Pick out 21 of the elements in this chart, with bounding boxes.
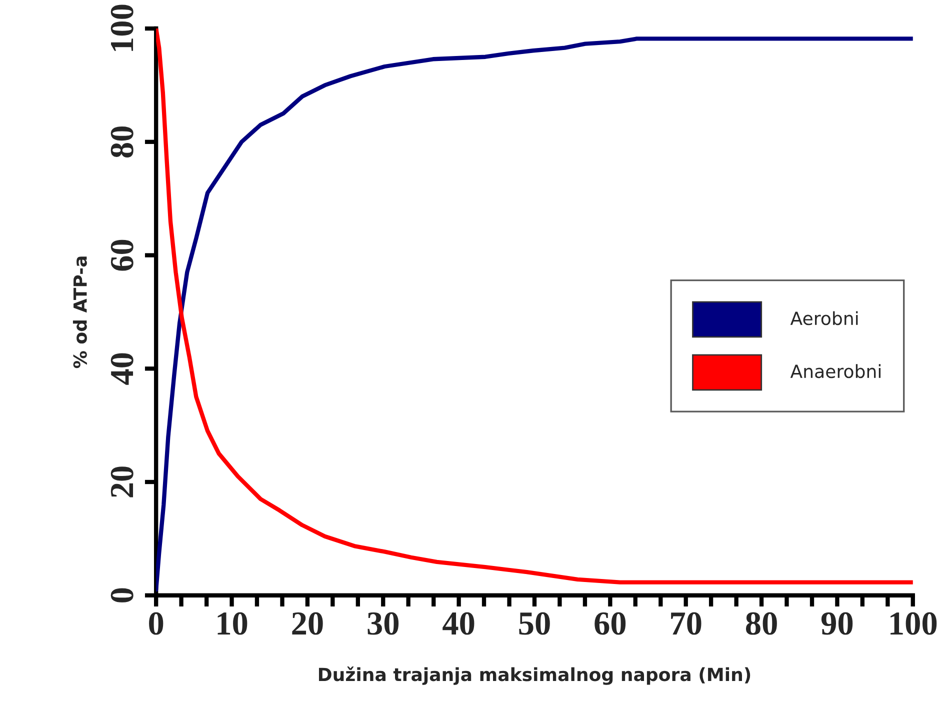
y-tick-label: 20 — [110, 466, 134, 498]
x-tick-label: 70 — [671, 612, 702, 635]
x-tick-label: 90 — [821, 612, 853, 635]
y-tick-label: 80 — [110, 126, 134, 158]
y-tick-label: 60 — [110, 240, 134, 271]
y-tick-label: 40 — [110, 353, 134, 385]
x-tick-label: 100 — [890, 612, 937, 635]
legend-label: Aerobni — [790, 311, 858, 326]
x-tick-label: 20 — [292, 612, 323, 635]
x-tick-label: 80 — [746, 612, 777, 635]
y-tick-label: 100 — [110, 4, 134, 51]
legend-label: Anaerobni — [790, 364, 880, 378]
x-tick-label: 40 — [442, 612, 474, 635]
y-axis-title: % od ATP-a — [72, 256, 87, 368]
y-tick-label: 0 — [110, 588, 134, 602]
x-tick-label: 50 — [519, 612, 550, 635]
x-axis-title: Dužina trajanja maksimalnog napora (Min) — [318, 666, 750, 685]
x-tick-label: 10 — [218, 612, 248, 635]
x-tick-label: 0 — [149, 612, 164, 635]
x-tick-label: 60 — [594, 612, 626, 635]
x-tick-label: 30 — [368, 612, 399, 635]
